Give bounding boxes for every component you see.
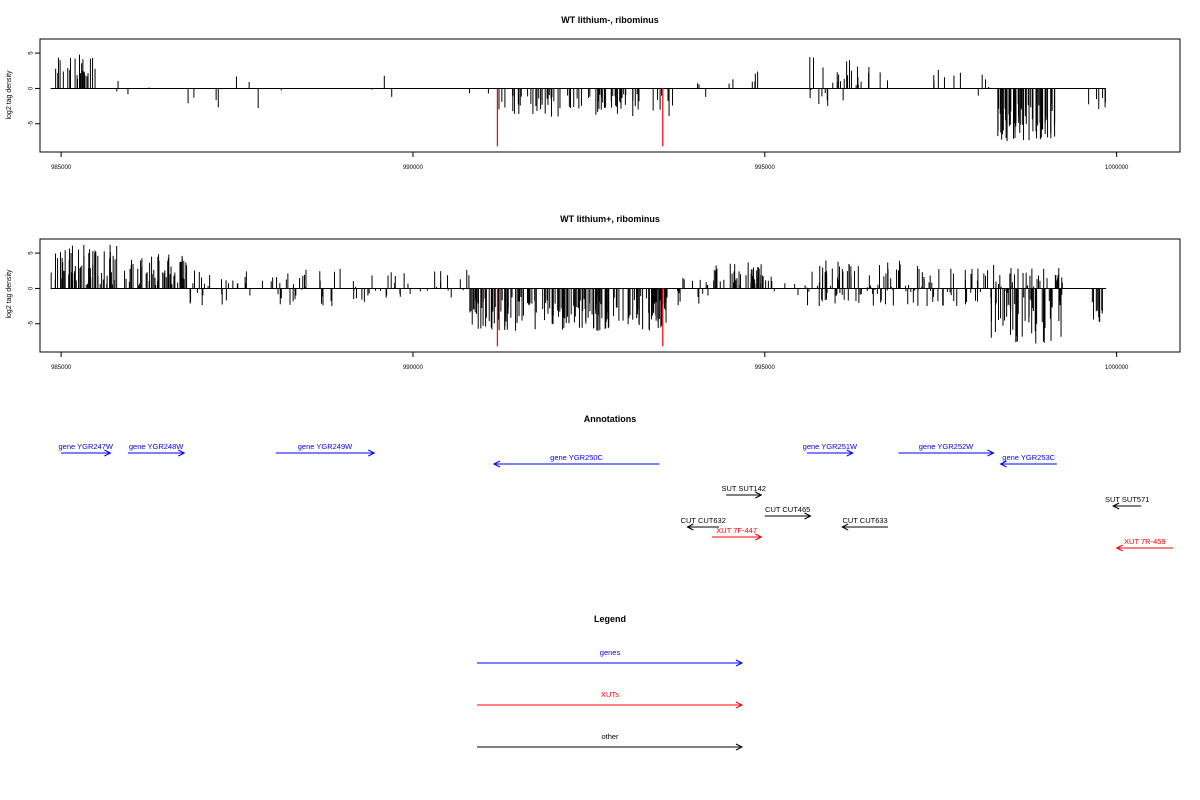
panel-2-frame <box>39 238 1181 353</box>
panel-2-bars <box>50 244 1107 347</box>
feature-arrowhead <box>804 512 812 520</box>
feature-arrowhead <box>846 449 854 457</box>
x-tick-label: 990000 <box>403 165 424 171</box>
annotations-panel: Annotations gene YGR247W gene YGR248W gene… <box>58 414 1173 552</box>
legend-panel: Legend genes XUTs other <box>477 614 744 751</box>
panel-2-title: WT lithium+, ribominus <box>560 214 660 224</box>
panel-2-x-axis: 985000 990000 995000 1000000 <box>51 352 1129 371</box>
legend-title: Legend <box>594 614 626 624</box>
legend-arrowhead <box>735 659 744 667</box>
feature-arrowhead <box>686 523 694 531</box>
x-tick-label: 1000000 <box>1105 165 1129 171</box>
legend-label: genes <box>600 648 621 657</box>
panel-1-x-axis: 985000 990000 995000 1000000 <box>51 152 1129 171</box>
panel-1-y-axis: 5 0 -5 <box>29 51 40 126</box>
feature-arrowhead <box>368 449 376 457</box>
legend-arrowhead <box>735 701 744 709</box>
y-tick-label: 0 <box>29 286 35 290</box>
x-tick-label: 990000 <box>403 365 424 371</box>
x-tick-label: 985000 <box>51 165 72 171</box>
y-tick-label: 5 <box>29 251 35 255</box>
y-tick-label: 5 <box>29 51 35 55</box>
legend-label: other <box>601 732 619 741</box>
feature-label: XUT 7F-447 <box>716 526 757 535</box>
x-tick-label: 995000 <box>755 165 776 171</box>
feature-label: CUT CUT465 <box>765 505 810 514</box>
panel-2-y-axis: 5 0 -5 <box>29 251 40 326</box>
feature-label: gene YGR252W <box>919 442 974 451</box>
feature-arrowhead <box>755 533 763 541</box>
feature-arrowhead <box>492 460 501 468</box>
feature-label: CUT CUT633 <box>842 516 887 525</box>
feature-arrowhead <box>104 449 112 457</box>
panel-2-ylabel: log2 tag density <box>6 269 13 319</box>
legend-arrowhead <box>735 743 744 751</box>
annotation-features: gene YGR247W gene YGR248W gene YGR249W gene… <box>58 442 1173 552</box>
legend-items: genes XUTs other <box>477 648 744 751</box>
feature-label: XUT 7R-459 <box>1124 537 1166 546</box>
feature-label: CUT CUT632 <box>681 516 726 525</box>
feature-label: gene YGR247W <box>58 442 113 451</box>
y-tick-label: -5 <box>29 120 35 126</box>
x-tick-label: 995000 <box>755 365 776 371</box>
feature-label: gene YGR249W <box>298 442 353 451</box>
x-tick-label: 985000 <box>51 365 72 371</box>
feature-arrowhead <box>987 449 995 457</box>
panel-1-frame <box>39 38 1181 153</box>
feature-label: SUT SUT571 <box>1105 495 1149 504</box>
feature-label: gene YGR253C <box>1002 453 1055 462</box>
feature-label: gene YGR248W <box>129 442 184 451</box>
panel-lithium-plus: WT lithium+, ribominus log2 tag density … <box>6 214 1181 371</box>
panel-1-bars <box>50 54 1107 147</box>
annotations-title: Annotations <box>584 414 637 424</box>
x-tick-label: 1000000 <box>1105 365 1129 371</box>
y-tick-label: -5 <box>29 320 35 326</box>
panel-1-title: WT lithium-, ribominus <box>561 15 659 25</box>
legend-label: XUTs <box>601 690 619 699</box>
feature-arrowhead <box>999 460 1007 468</box>
feature-label: gene YGR251W <box>803 442 858 451</box>
panel-lithium-minus: WT lithium-, ribominus log2 tag density … <box>6 15 1181 171</box>
feature-arrowhead <box>1112 502 1120 510</box>
feature-arrowhead <box>178 449 186 457</box>
panel-1-ylabel: log2 tag density <box>6 70 13 120</box>
feature-arrowhead <box>841 523 849 531</box>
y-tick-label: 0 <box>29 86 35 90</box>
feature-arrowhead <box>1115 544 1123 552</box>
feature-label: gene YGR250C <box>550 453 603 462</box>
feature-label: SUT SUT142 <box>721 484 765 493</box>
feature-arrowhead <box>755 491 763 499</box>
